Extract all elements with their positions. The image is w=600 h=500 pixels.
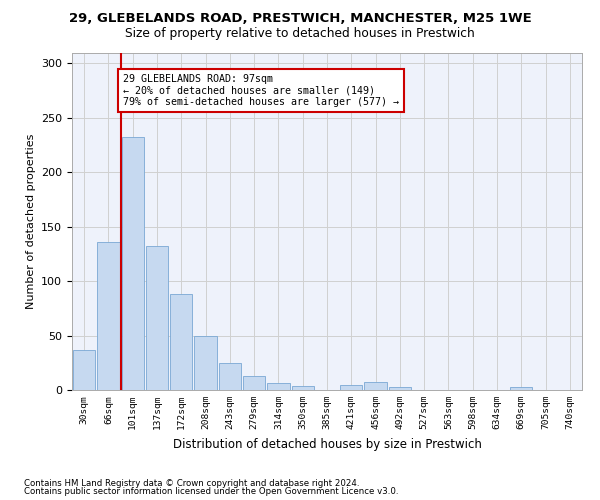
- Bar: [122, 138, 144, 390]
- Bar: [218, 363, 241, 390]
- Bar: [73, 350, 95, 390]
- Bar: [510, 386, 532, 390]
- Bar: [364, 382, 387, 390]
- Bar: [170, 294, 193, 390]
- Bar: [97, 242, 119, 390]
- Text: Contains public sector information licensed under the Open Government Licence v3: Contains public sector information licen…: [24, 487, 398, 496]
- Bar: [243, 376, 265, 390]
- X-axis label: Distribution of detached houses by size in Prestwich: Distribution of detached houses by size …: [173, 438, 481, 450]
- Text: 29, GLEBELANDS ROAD, PRESTWICH, MANCHESTER, M25 1WE: 29, GLEBELANDS ROAD, PRESTWICH, MANCHEST…: [68, 12, 532, 26]
- Text: Contains HM Land Registry data © Crown copyright and database right 2024.: Contains HM Land Registry data © Crown c…: [24, 478, 359, 488]
- Y-axis label: Number of detached properties: Number of detached properties: [26, 134, 35, 309]
- Text: 29 GLEBELANDS ROAD: 97sqm
← 20% of detached houses are smaller (149)
79% of semi: 29 GLEBELANDS ROAD: 97sqm ← 20% of detac…: [124, 74, 400, 108]
- Bar: [292, 386, 314, 390]
- Bar: [146, 246, 168, 390]
- Bar: [194, 336, 217, 390]
- Bar: [340, 384, 362, 390]
- Text: Size of property relative to detached houses in Prestwich: Size of property relative to detached ho…: [125, 28, 475, 40]
- Bar: [389, 386, 411, 390]
- Bar: [267, 384, 290, 390]
